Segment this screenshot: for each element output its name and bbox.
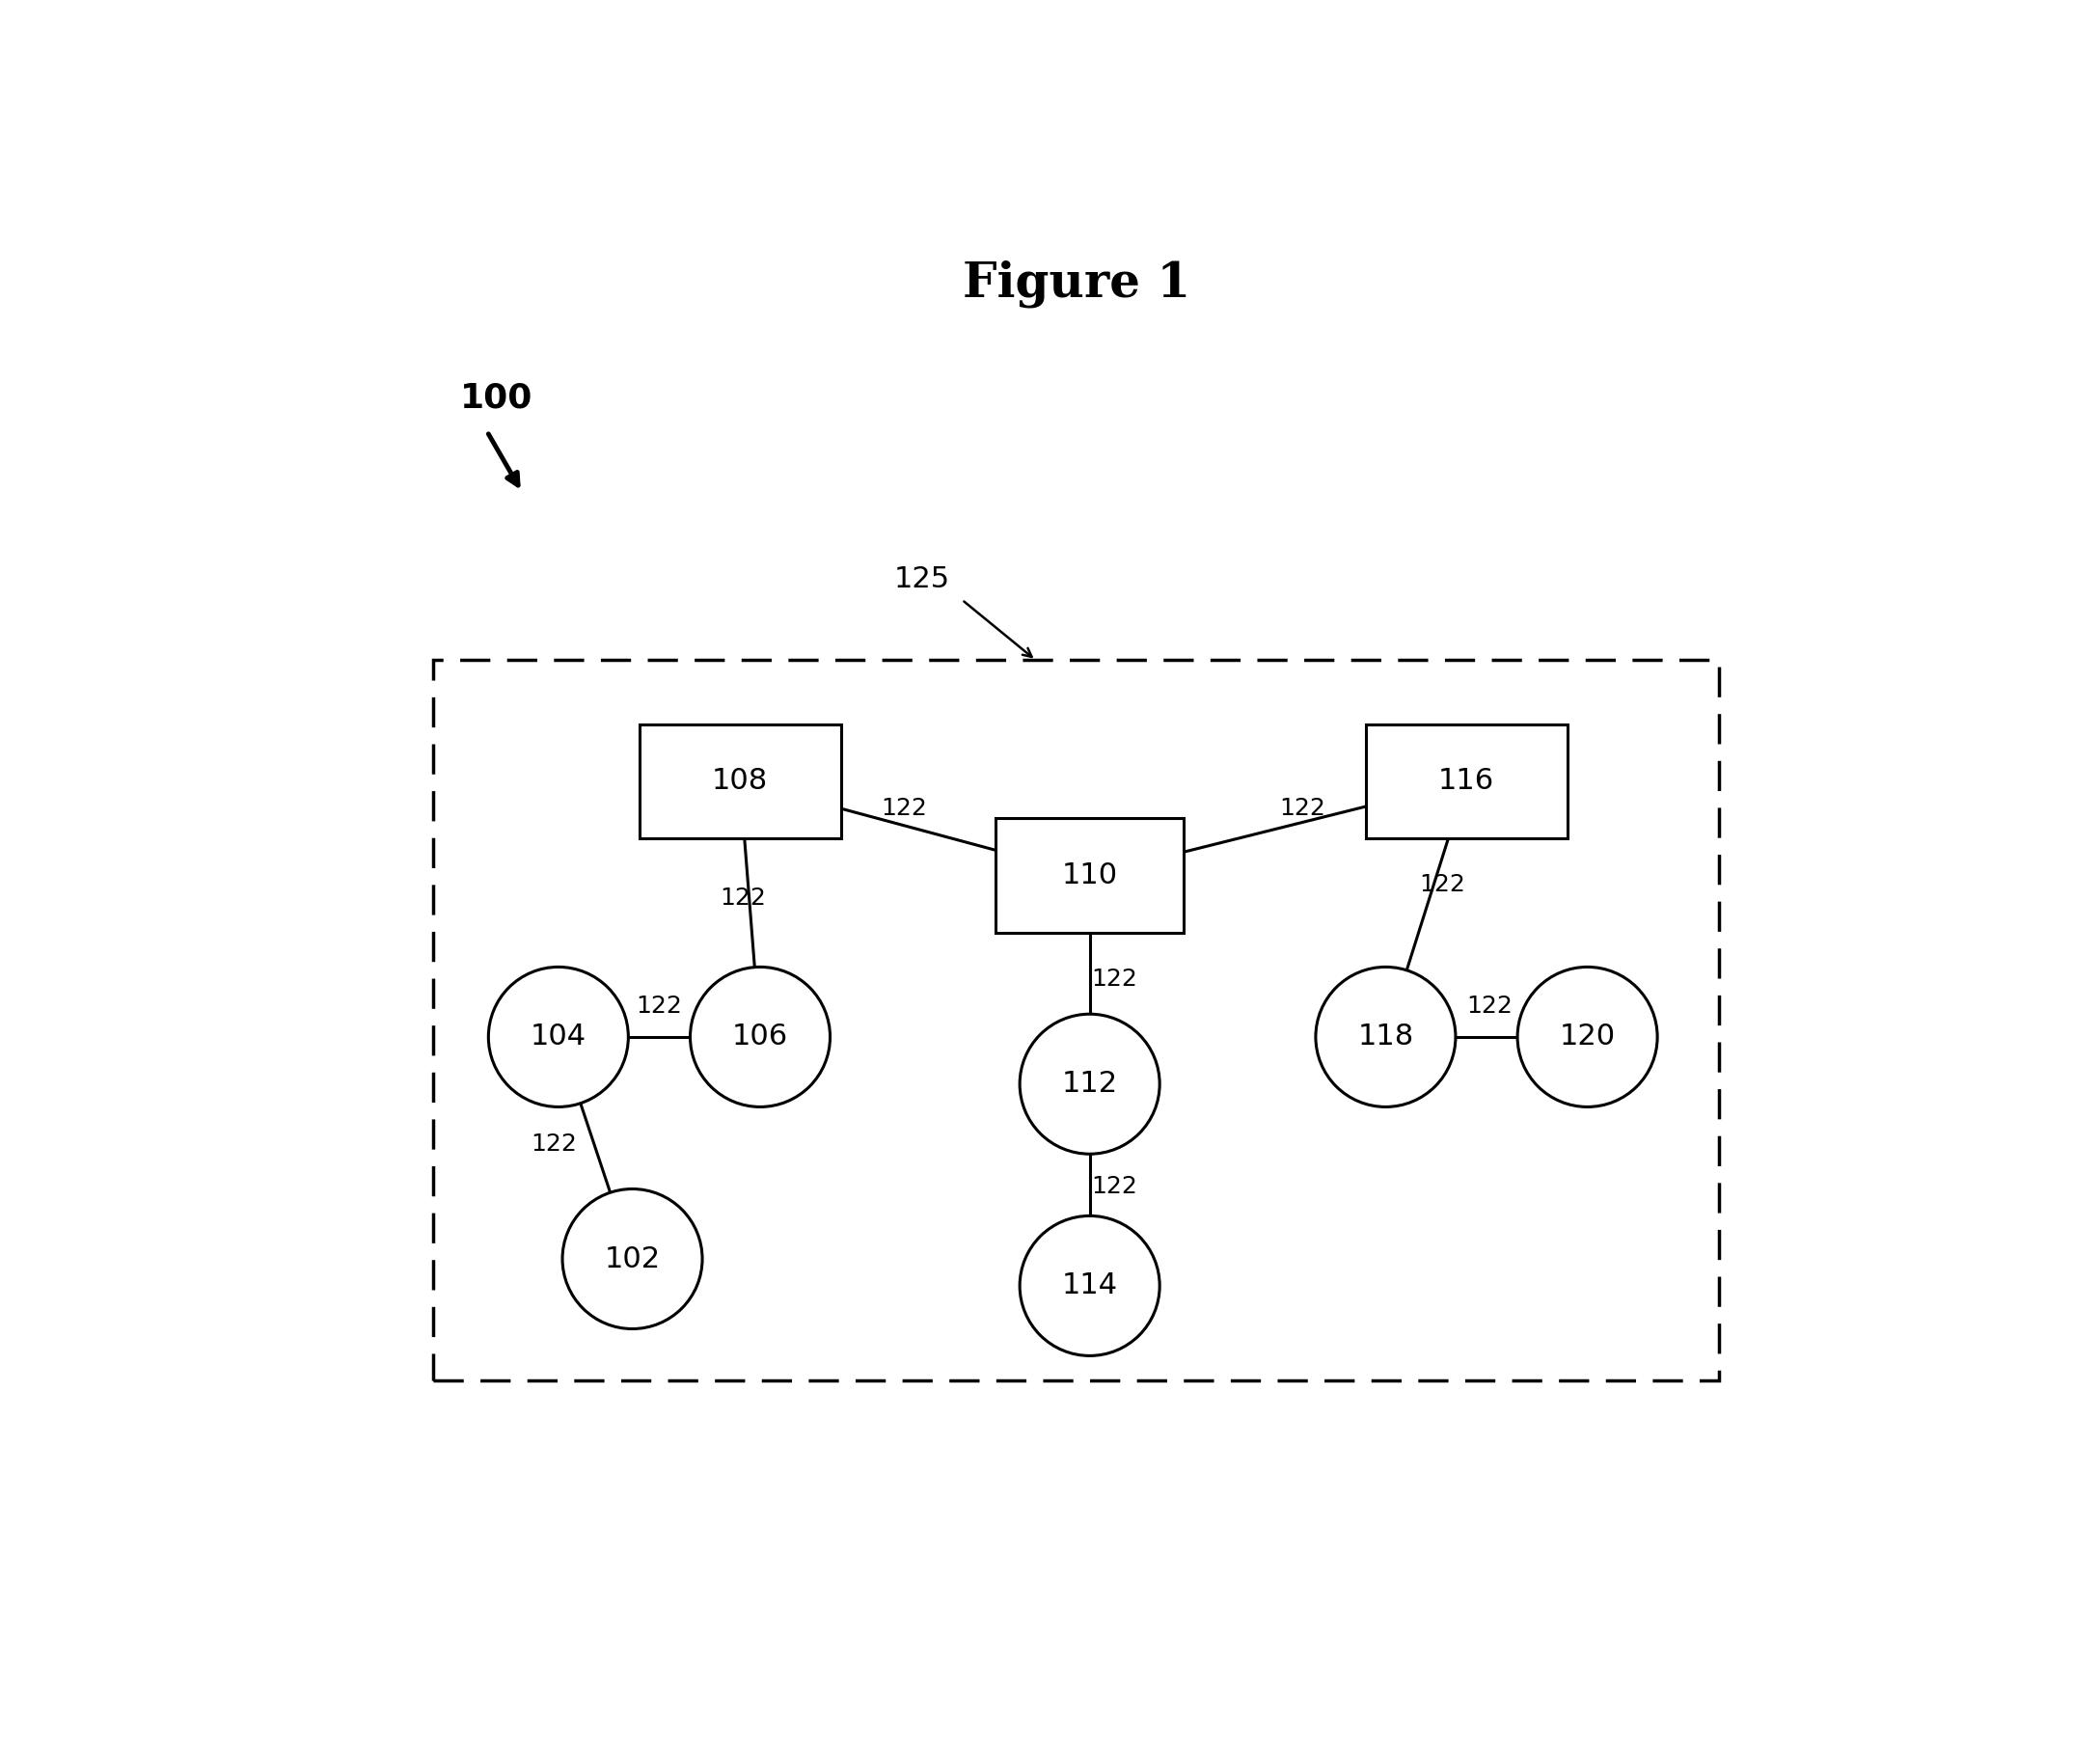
Circle shape (489, 968, 628, 1108)
Text: 114: 114 (1063, 1272, 1117, 1300)
FancyBboxPatch shape (638, 725, 840, 839)
Text: 106: 106 (733, 1024, 788, 1052)
Circle shape (1021, 1216, 1159, 1356)
Circle shape (1518, 968, 1657, 1108)
Text: 102: 102 (605, 1246, 659, 1274)
Circle shape (691, 968, 830, 1108)
Text: 110: 110 (1063, 861, 1117, 889)
Text: 122: 122 (882, 797, 928, 819)
FancyBboxPatch shape (995, 818, 1184, 933)
Text: Figure 1: Figure 1 (962, 260, 1191, 307)
FancyBboxPatch shape (1365, 725, 1567, 839)
Text: 122: 122 (1466, 994, 1512, 1017)
Text: 122: 122 (720, 887, 766, 910)
Text: 122: 122 (531, 1134, 578, 1157)
Text: 104: 104 (531, 1024, 586, 1052)
Text: 122: 122 (636, 994, 682, 1017)
Text: 122: 122 (1090, 968, 1136, 991)
Text: 100: 100 (460, 381, 533, 414)
Text: 108: 108 (712, 767, 769, 795)
Circle shape (1021, 1013, 1159, 1155)
Circle shape (1317, 968, 1455, 1108)
Text: 116: 116 (1439, 767, 1495, 795)
Text: 112: 112 (1063, 1069, 1117, 1099)
Text: 120: 120 (1560, 1024, 1615, 1052)
Text: 125: 125 (892, 566, 949, 594)
Text: 122: 122 (1090, 1174, 1136, 1198)
Text: 122: 122 (1279, 797, 1325, 819)
Text: 122: 122 (1420, 874, 1466, 896)
Text: 118: 118 (1357, 1024, 1413, 1052)
Circle shape (563, 1190, 701, 1329)
